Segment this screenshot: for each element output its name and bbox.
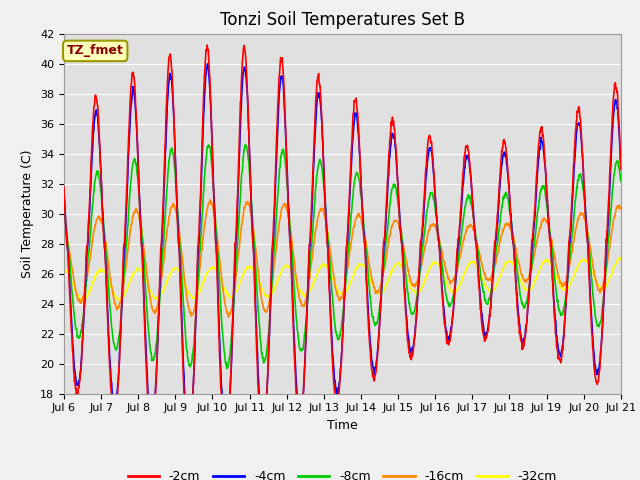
X-axis label: Time: Time — [327, 419, 358, 432]
Title: Tonzi Soil Temperatures Set B: Tonzi Soil Temperatures Set B — [220, 11, 465, 29]
Y-axis label: Soil Temperature (C): Soil Temperature (C) — [22, 149, 35, 278]
Legend: -2cm, -4cm, -8cm, -16cm, -32cm: -2cm, -4cm, -8cm, -16cm, -32cm — [123, 465, 562, 480]
Text: TZ_fmet: TZ_fmet — [67, 44, 124, 58]
